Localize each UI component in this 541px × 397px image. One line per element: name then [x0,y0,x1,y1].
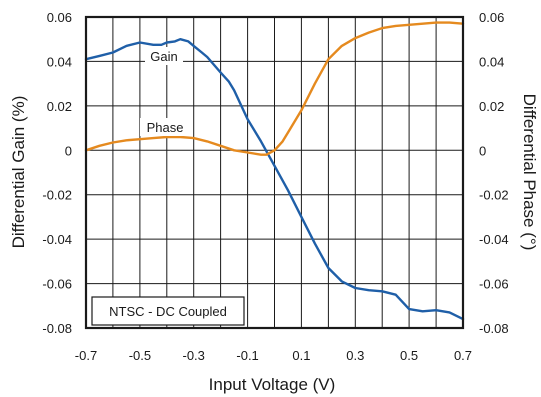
grid-lines [85,16,464,329]
right-y-tick-label-7: -0.08 [479,321,509,336]
right-y-tick-label-4: -0.02 [479,188,509,203]
x-tick-label-3: -0.1 [236,348,258,363]
left-y-tick-label-1: 0.04 [47,54,72,69]
left-y-tick-label-6: -0.06 [42,277,72,292]
plot-area-border [84,15,465,330]
right-y-tick-label-2: 0.02 [479,99,504,114]
left-y-tick-label-3: 0 [65,143,72,158]
x-tick-label-4: 0.1 [292,348,310,363]
tick-labels: -0.7 -0.5 -0.3 -0.1 0.1 0.3 0.5 0.7 0.06 0.06 0.04… [42,10,508,363]
plot-frame [84,15,465,330]
right-y-tick-label-0: 0.06 [479,10,504,25]
left-y-tick-label-2: 0.02 [47,99,72,114]
x-tick-label-0: -0.7 [75,348,97,363]
annotation-text: NTSC - DC Coupled [109,304,227,319]
right-axis-title: Differential Phase (°) [520,94,539,251]
phase-label-bg [140,118,190,136]
left-y-tick-label-5: -0.04 [42,232,72,247]
left-axis-title: Differential Gain (%) [9,96,28,249]
x-tick-label-5: 0.3 [346,348,364,363]
x-tick-label-1: -0.5 [129,348,151,363]
gain-label-bg [145,47,183,65]
x-tick-label-7: 0.7 [454,348,472,363]
annotation-box [91,296,245,326]
right-y-tick-label-1: 0.04 [479,54,504,69]
right-y-tick-label-5: -0.04 [479,232,509,247]
x-tick-label-6: 0.5 [400,348,418,363]
right-y-tick-label-6: -0.06 [479,277,509,292]
left-y-tick-label-0: 0.06 [47,10,72,25]
left-y-tick-label-4: -0.02 [42,188,72,203]
gain-series-label: Gain [150,49,177,64]
phase-series-label: Phase [147,120,184,135]
right-y-tick-label-3: 0 [479,143,486,158]
gain-series-line [84,38,465,321]
phase-series-line [84,21,465,156]
x-axis-title: Input Voltage (V) [209,375,336,394]
x-tick-label-2: -0.3 [182,348,204,363]
series-lines [84,21,465,321]
left-y-tick-label-7: -0.08 [42,321,72,336]
